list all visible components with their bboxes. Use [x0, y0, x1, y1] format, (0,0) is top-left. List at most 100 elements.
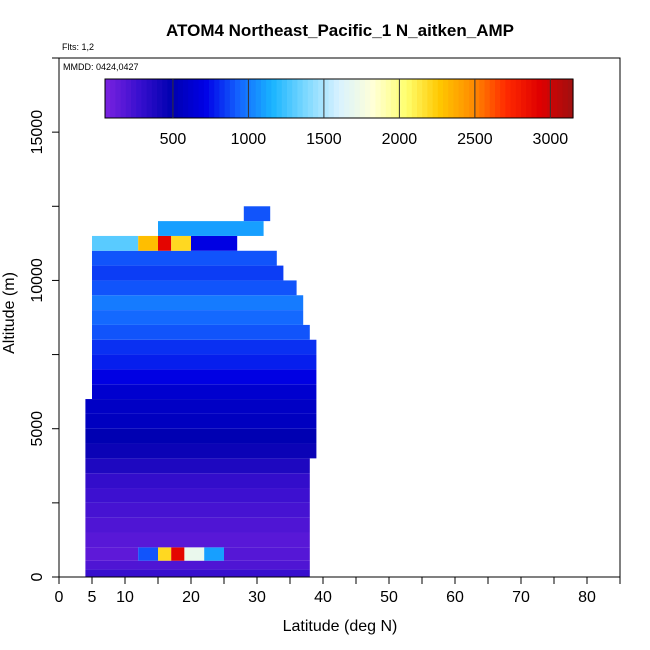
colorbar-swatch — [120, 79, 127, 118]
heatmap-cell — [158, 221, 264, 236]
colorbar-tick-label: 3000 — [533, 131, 569, 148]
heatmap-cell — [85, 517, 310, 533]
colorbar-swatch — [235, 79, 241, 118]
colorbar-swatch — [224, 79, 231, 118]
colorbar-swatch — [229, 79, 236, 118]
axis-ticks: 0 5 10 20 30 40 50 60 70 80 0 5000 10000 15000 — [29, 57, 621, 606]
x-tick-label: 5 — [88, 589, 97, 606]
x-tick-label: 30 — [248, 589, 266, 606]
heatmap-cell — [92, 369, 317, 385]
colorbar-swatch — [183, 79, 189, 118]
colorbar-swatch — [375, 79, 382, 118]
chart-title: ATOM4 Northeast_Pacific_1 N_aitken_AMP — [166, 21, 514, 40]
heatmap-cells — [85, 206, 317, 577]
x-tick-label: 50 — [380, 589, 398, 606]
colorbar-swatch — [276, 79, 283, 118]
x-tick-label: 0 — [55, 589, 64, 606]
colorbar-swatch — [271, 79, 278, 118]
heatmap-cell — [85, 473, 310, 489]
colorbar-tick-label: 2000 — [382, 131, 418, 148]
colorbar-swatch — [567, 79, 574, 118]
colorbar-swatch — [562, 79, 569, 118]
heatmap-cell — [85, 413, 317, 429]
heatmap-cell — [85, 569, 310, 577]
heatmap-cell — [92, 250, 277, 266]
colorbar-swatch — [448, 79, 454, 118]
colorbar-swatch — [417, 79, 423, 118]
colorbar-swatch — [500, 79, 506, 118]
colorbar-tick-label: 2500 — [457, 131, 493, 148]
heatmap-cell — [92, 324, 310, 340]
colorbar-swatch — [458, 79, 465, 118]
colorbar-swatch — [526, 79, 532, 118]
colorbar-tick-label: 500 — [160, 131, 187, 148]
colorbar-swatch — [359, 79, 366, 118]
colorbar-swatch — [349, 79, 356, 118]
colorbar-swatch — [141, 79, 148, 118]
heatmap-cell — [85, 547, 139, 561]
y-tick-label: 0 — [29, 572, 46, 581]
colorbar-swatch — [313, 79, 319, 118]
colorbar-swatch — [531, 79, 538, 118]
colorbar-swatch — [354, 79, 361, 118]
colorbar-swatch — [432, 79, 439, 118]
x-tick-label: 60 — [446, 589, 464, 606]
colorbar-swatch — [401, 79, 408, 118]
colorbar-swatch — [177, 79, 184, 118]
x-tick-label: 70 — [512, 589, 530, 606]
colorbar-swatch — [209, 79, 215, 118]
colorbar-swatch — [495, 79, 501, 118]
colorbar-swatch — [333, 79, 340, 118]
colorbar-swatch — [162, 79, 168, 118]
colorbar-swatch — [203, 79, 210, 118]
heatmap-cell — [243, 206, 271, 222]
heatmap-cell — [92, 339, 317, 355]
heatmap-cell — [138, 547, 158, 561]
heatmap-cell — [85, 458, 310, 474]
colorbar-swatch — [411, 79, 418, 118]
colorbar-swatch — [292, 79, 298, 118]
colorbar-swatch — [302, 79, 309, 118]
heatmap-cell — [85, 428, 317, 444]
heatmap-cell — [85, 399, 317, 414]
colorbar-swatch — [391, 79, 397, 118]
colorbar-swatch — [515, 79, 522, 118]
colorbar-swatch — [297, 79, 304, 118]
colorbar-swatch — [318, 79, 324, 118]
colorbar-swatch — [474, 79, 480, 118]
colorbar-swatch — [125, 79, 132, 118]
heatmap-cell — [92, 280, 297, 296]
heatmap-cell — [158, 235, 172, 251]
colorbar-swatch — [370, 79, 376, 118]
colorbar-swatch — [463, 79, 470, 118]
colorbar-tick-label: 1000 — [231, 131, 267, 148]
heatmap-cell — [85, 488, 310, 503]
colorbar-swatch — [219, 79, 226, 118]
colorbar-swatch — [323, 79, 330, 118]
colorbar-swatch — [167, 79, 174, 118]
colorbar-swatch — [157, 79, 163, 118]
colorbar-tick-label: 1500 — [306, 131, 342, 148]
colorbar-swatch — [557, 79, 564, 118]
heatmap-cell — [191, 235, 238, 251]
colorbar-swatch — [406, 79, 413, 118]
plot-frame — [58, 57, 621, 578]
colorbar-swatch — [380, 79, 387, 118]
heatmap-cell — [92, 265, 284, 281]
colorbar-swatch — [437, 79, 444, 118]
colorbar-swatch — [328, 79, 335, 118]
colorbar-swatch — [385, 79, 392, 118]
colorbar-swatch — [261, 79, 267, 118]
colorbar: 500 1000 1500 2000 2500 3000 — [104, 78, 574, 148]
colorbar-swatch — [489, 79, 496, 118]
colorbar-swatch — [281, 79, 288, 118]
heatmap-cell — [85, 502, 310, 518]
colorbar-swatch — [307, 79, 314, 118]
colorbar-swatch — [505, 79, 512, 118]
colorbar-swatch — [193, 79, 200, 118]
colorbar-swatch — [172, 79, 179, 118]
flights-label: Flts: 1,2 — [62, 42, 94, 52]
x-tick-label: 20 — [182, 589, 200, 606]
colorbar-swatch — [339, 79, 345, 118]
